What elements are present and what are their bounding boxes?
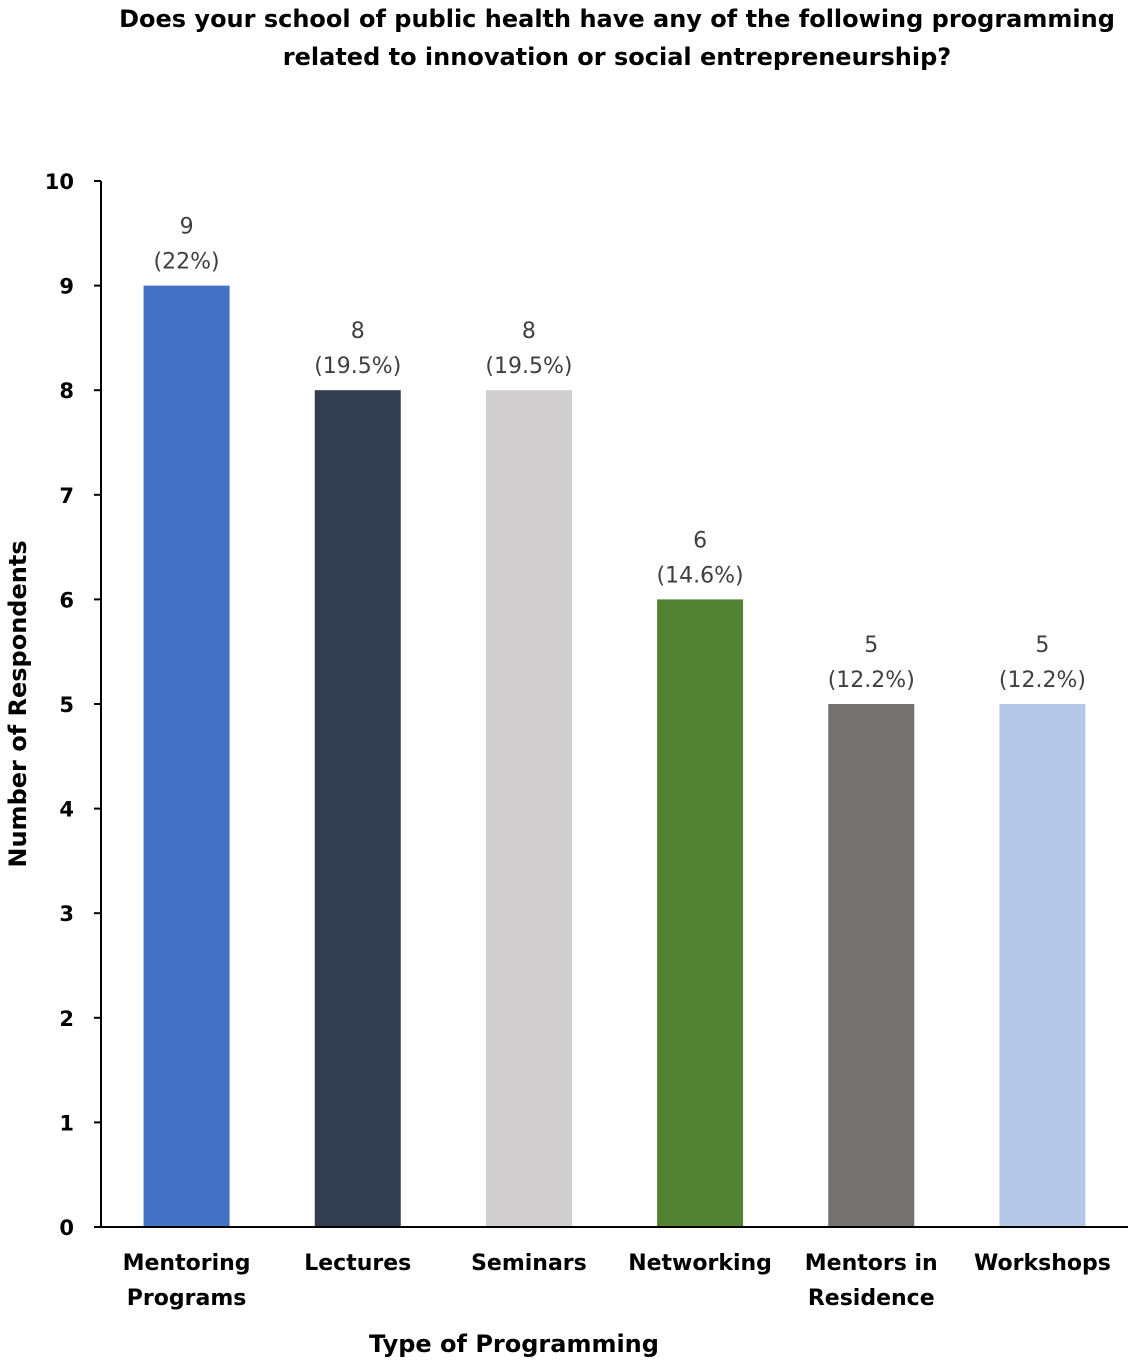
data-label: 5: [864, 633, 878, 658]
x-tick-label: Mentoring: [123, 1251, 251, 1276]
y-tick-label: 6: [59, 588, 74, 612]
data-label: (19.5%): [485, 354, 572, 379]
data-label: (14.6%): [657, 563, 744, 588]
y-tick-label: 7: [59, 484, 74, 508]
data-label: 6: [693, 528, 707, 553]
bars: [143, 285, 1086, 1228]
bar: [657, 599, 744, 1227]
x-axis-title: Type of Programming: [369, 1330, 659, 1358]
x-tick-label: Seminars: [471, 1251, 587, 1276]
x-tick-label: Programs: [127, 1286, 247, 1311]
data-label: 5: [1035, 633, 1049, 658]
chart-title-line-1: Does your school of public health have a…: [119, 5, 1115, 33]
data-label: 9: [180, 215, 194, 240]
x-tick-label: Residence: [808, 1286, 935, 1311]
data-label: (12.2%): [999, 668, 1086, 693]
y-axis-title: Number of Respondents: [4, 540, 32, 867]
bar: [314, 390, 401, 1227]
x-tick-label: Lectures: [304, 1251, 411, 1276]
bar: [999, 704, 1086, 1227]
data-label: (22%): [154, 250, 220, 275]
y-axis-ticks: 0 1 2 3 4 5 6 7 8 9 10: [45, 170, 101, 1240]
y-tick-label: 3: [59, 902, 74, 926]
y-tick-label: 2: [59, 1007, 74, 1031]
y-tick-label: 5: [59, 693, 74, 717]
data-label: 8: [522, 319, 536, 344]
bar: [828, 704, 915, 1227]
x-axis-labels: Mentoring Programs Lectures Seminars Network…: [123, 1251, 1111, 1311]
chart-title: Does your school of public health have a…: [60, 0, 1134, 76]
bar: [485, 390, 572, 1227]
y-tick-label: 1: [59, 1111, 74, 1135]
x-tick-label: Networking: [628, 1251, 772, 1276]
chart-title-line-2: related to innovation or social entrepre…: [282, 43, 952, 71]
y-tick-label: 8: [59, 379, 74, 403]
data-labels: 9 (22%) 8 (19.5%) 8 (19.5%) 6 (14.6%) 5 (12.2%) 5 (…: [154, 215, 1086, 693]
data-label: 8: [351, 319, 365, 344]
data-label: (12.2%): [828, 668, 915, 693]
data-label: (19.5%): [314, 354, 401, 379]
y-tick-label: 4: [59, 798, 74, 822]
x-tick-label: Workshops: [974, 1251, 1111, 1276]
y-tick-label: 0: [59, 1216, 74, 1240]
y-tick-label: 9: [59, 275, 74, 299]
bar: [143, 285, 230, 1228]
y-tick-label: 10: [45, 170, 74, 194]
x-tick-label: Mentors in: [805, 1251, 938, 1276]
